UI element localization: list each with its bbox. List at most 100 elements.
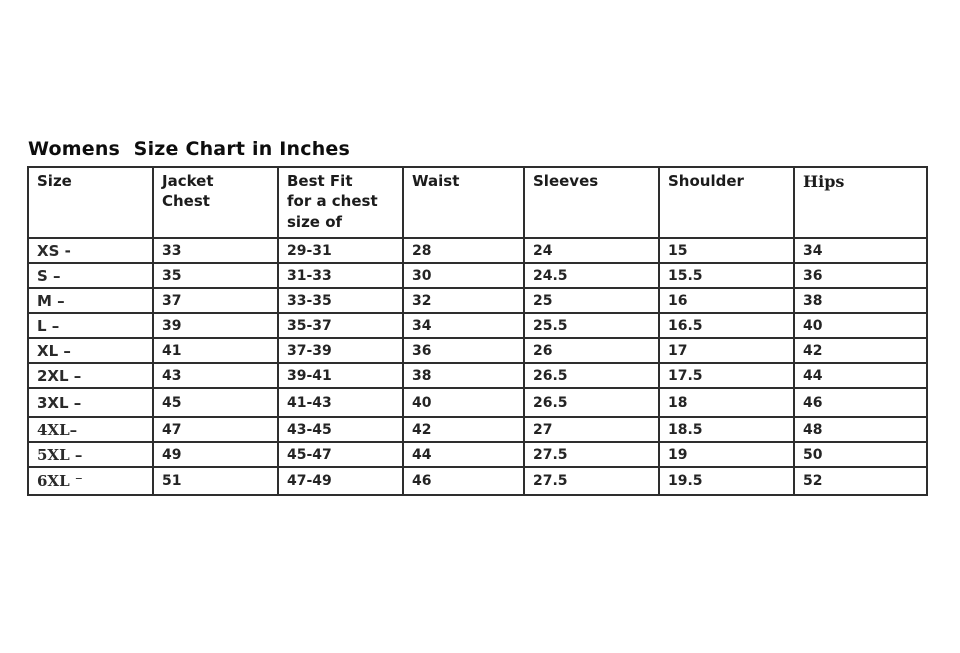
value-cell: 46	[402, 466, 525, 496]
column-header-best-fit-for-a-chest-size-of: Best Fit for a chest size of	[277, 166, 404, 239]
value-cell: 18.5	[658, 416, 795, 443]
value-cell: 42	[793, 337, 928, 364]
value-cell: 47-49	[277, 466, 404, 496]
column-header-label: Waist	[412, 172, 460, 190]
table-row: XL –41 37-39 36 26 17 42	[27, 337, 928, 364]
value-cell: 17	[658, 337, 795, 364]
value-cell: 19	[658, 441, 795, 468]
value-cell: 33	[152, 237, 279, 264]
value-cell: 44	[793, 362, 928, 389]
size-label-cell: XL –	[27, 337, 154, 364]
value-cell: 41	[152, 337, 279, 364]
value-cell: 44	[402, 441, 525, 468]
column-header-label: Jacket Chest	[162, 172, 214, 211]
table-row: L –39 35-37 34 25.5 16.5 40	[27, 312, 928, 339]
column-header-size: Size	[27, 166, 154, 239]
table-row: 4XL– 47 43-45 42 27 18.5 48	[27, 416, 928, 443]
table-row: 5XL –49 45-47 44 27.5 19 50	[27, 441, 928, 468]
value-cell: 25	[523, 287, 660, 314]
column-header-label: Shoulder	[668, 172, 744, 190]
value-cell: 47	[152, 416, 279, 443]
value-cell: 38	[402, 362, 525, 389]
value-cell: 43	[152, 362, 279, 389]
table-row: M –37 33-35 32 25 16 38	[27, 287, 928, 314]
table-row: XS -33 29-31 28 24 15 34	[27, 237, 928, 264]
value-cell: 25.5	[523, 312, 660, 339]
page-title: Womens Size Chart in Inches	[28, 138, 351, 160]
table-header-row: Size Jacket Chest Best Fit for a chest siz…	[27, 166, 928, 239]
column-header-hips: Hips	[793, 166, 928, 239]
value-cell: 38	[793, 287, 928, 314]
value-cell: 37	[152, 287, 279, 314]
value-cell: 48	[793, 416, 928, 443]
value-cell: 39-41	[277, 362, 404, 389]
value-cell: 34	[402, 312, 525, 339]
value-cell: 26.5	[523, 362, 660, 389]
table-body: XS -33 29-31 28 24 15 34 S –35 31-33 30 24.5 15.5 3…	[27, 237, 928, 496]
value-cell: 36	[793, 262, 928, 289]
value-cell: 26	[523, 337, 660, 364]
size-label-cell: 4XL–	[27, 416, 154, 443]
table-row: 6XL ⁻ 51 47-49 46 27.5 19.5 52	[27, 466, 928, 496]
size-label-cell: 3XL –	[27, 387, 154, 418]
table-row: 2XL –43 39-41 38 26.5 17.5 44	[27, 362, 928, 389]
size-label-cell: 5XL –	[27, 441, 154, 468]
column-header-label: Size	[37, 172, 72, 190]
size-label-cell: S –	[27, 262, 154, 289]
value-cell: 42	[402, 416, 525, 443]
value-cell: 46	[793, 387, 928, 418]
value-cell: 18	[658, 387, 795, 418]
value-cell: 36	[402, 337, 525, 364]
value-cell: 35	[152, 262, 279, 289]
value-cell: 40	[793, 312, 928, 339]
value-cell: 29-31	[277, 237, 404, 264]
value-cell: 16	[658, 287, 795, 314]
size-label-cell: L –	[27, 312, 154, 339]
value-cell: 27.5	[523, 466, 660, 496]
size-label-cell: 2XL –	[27, 362, 154, 389]
value-cell: 49	[152, 441, 279, 468]
value-cell: 39	[152, 312, 279, 339]
value-cell: 41-43	[277, 387, 404, 418]
size-chart-table: Size Jacket Chest Best Fit for a chest siz…	[27, 166, 928, 496]
value-cell: 32	[402, 287, 525, 314]
value-cell: 15	[658, 237, 795, 264]
size-label-cell: XS -	[27, 237, 154, 264]
value-cell: 43-45	[277, 416, 404, 443]
value-cell: 51	[152, 466, 279, 496]
value-cell: 24.5	[523, 262, 660, 289]
value-cell: 27.5	[523, 441, 660, 468]
value-cell: 45	[152, 387, 279, 418]
value-cell: 26.5	[523, 387, 660, 418]
value-cell: 28	[402, 237, 525, 264]
value-cell: 33-35	[277, 287, 404, 314]
table-row: S –35 31-33 30 24.5 15.5 36	[27, 262, 928, 289]
size-label-cell: M –	[27, 287, 154, 314]
value-cell: 50	[793, 441, 928, 468]
value-cell: 16.5	[658, 312, 795, 339]
size-label-cell: 6XL ⁻	[27, 466, 154, 496]
column-header-label: Sleeves	[533, 172, 599, 190]
value-cell: 15.5	[658, 262, 795, 289]
column-header-sleeves: Sleeves	[523, 166, 660, 239]
value-cell: 37-39	[277, 337, 404, 364]
table-row: 3XL –45 41-43 40 26.5 18 46	[27, 387, 928, 418]
column-header-label: Hips	[803, 172, 845, 191]
value-cell: 27	[523, 416, 660, 443]
value-cell: 19.5	[658, 466, 795, 496]
table-header: Size Jacket Chest Best Fit for a chest siz…	[27, 166, 928, 239]
value-cell: 31-33	[277, 262, 404, 289]
value-cell: 24	[523, 237, 660, 264]
value-cell: 34	[793, 237, 928, 264]
value-cell: 35-37	[277, 312, 404, 339]
column-header-label: Best Fit for a chest size of	[287, 172, 378, 231]
column-header-shoulder: Shoulder	[658, 166, 795, 239]
value-cell: 45-47	[277, 441, 404, 468]
value-cell: 52	[793, 466, 928, 496]
column-header-waist: Waist	[402, 166, 525, 239]
value-cell: 17.5	[658, 362, 795, 389]
column-header-jacket-chest: Jacket Chest	[152, 166, 279, 239]
value-cell: 40	[402, 387, 525, 418]
value-cell: 30	[402, 262, 525, 289]
